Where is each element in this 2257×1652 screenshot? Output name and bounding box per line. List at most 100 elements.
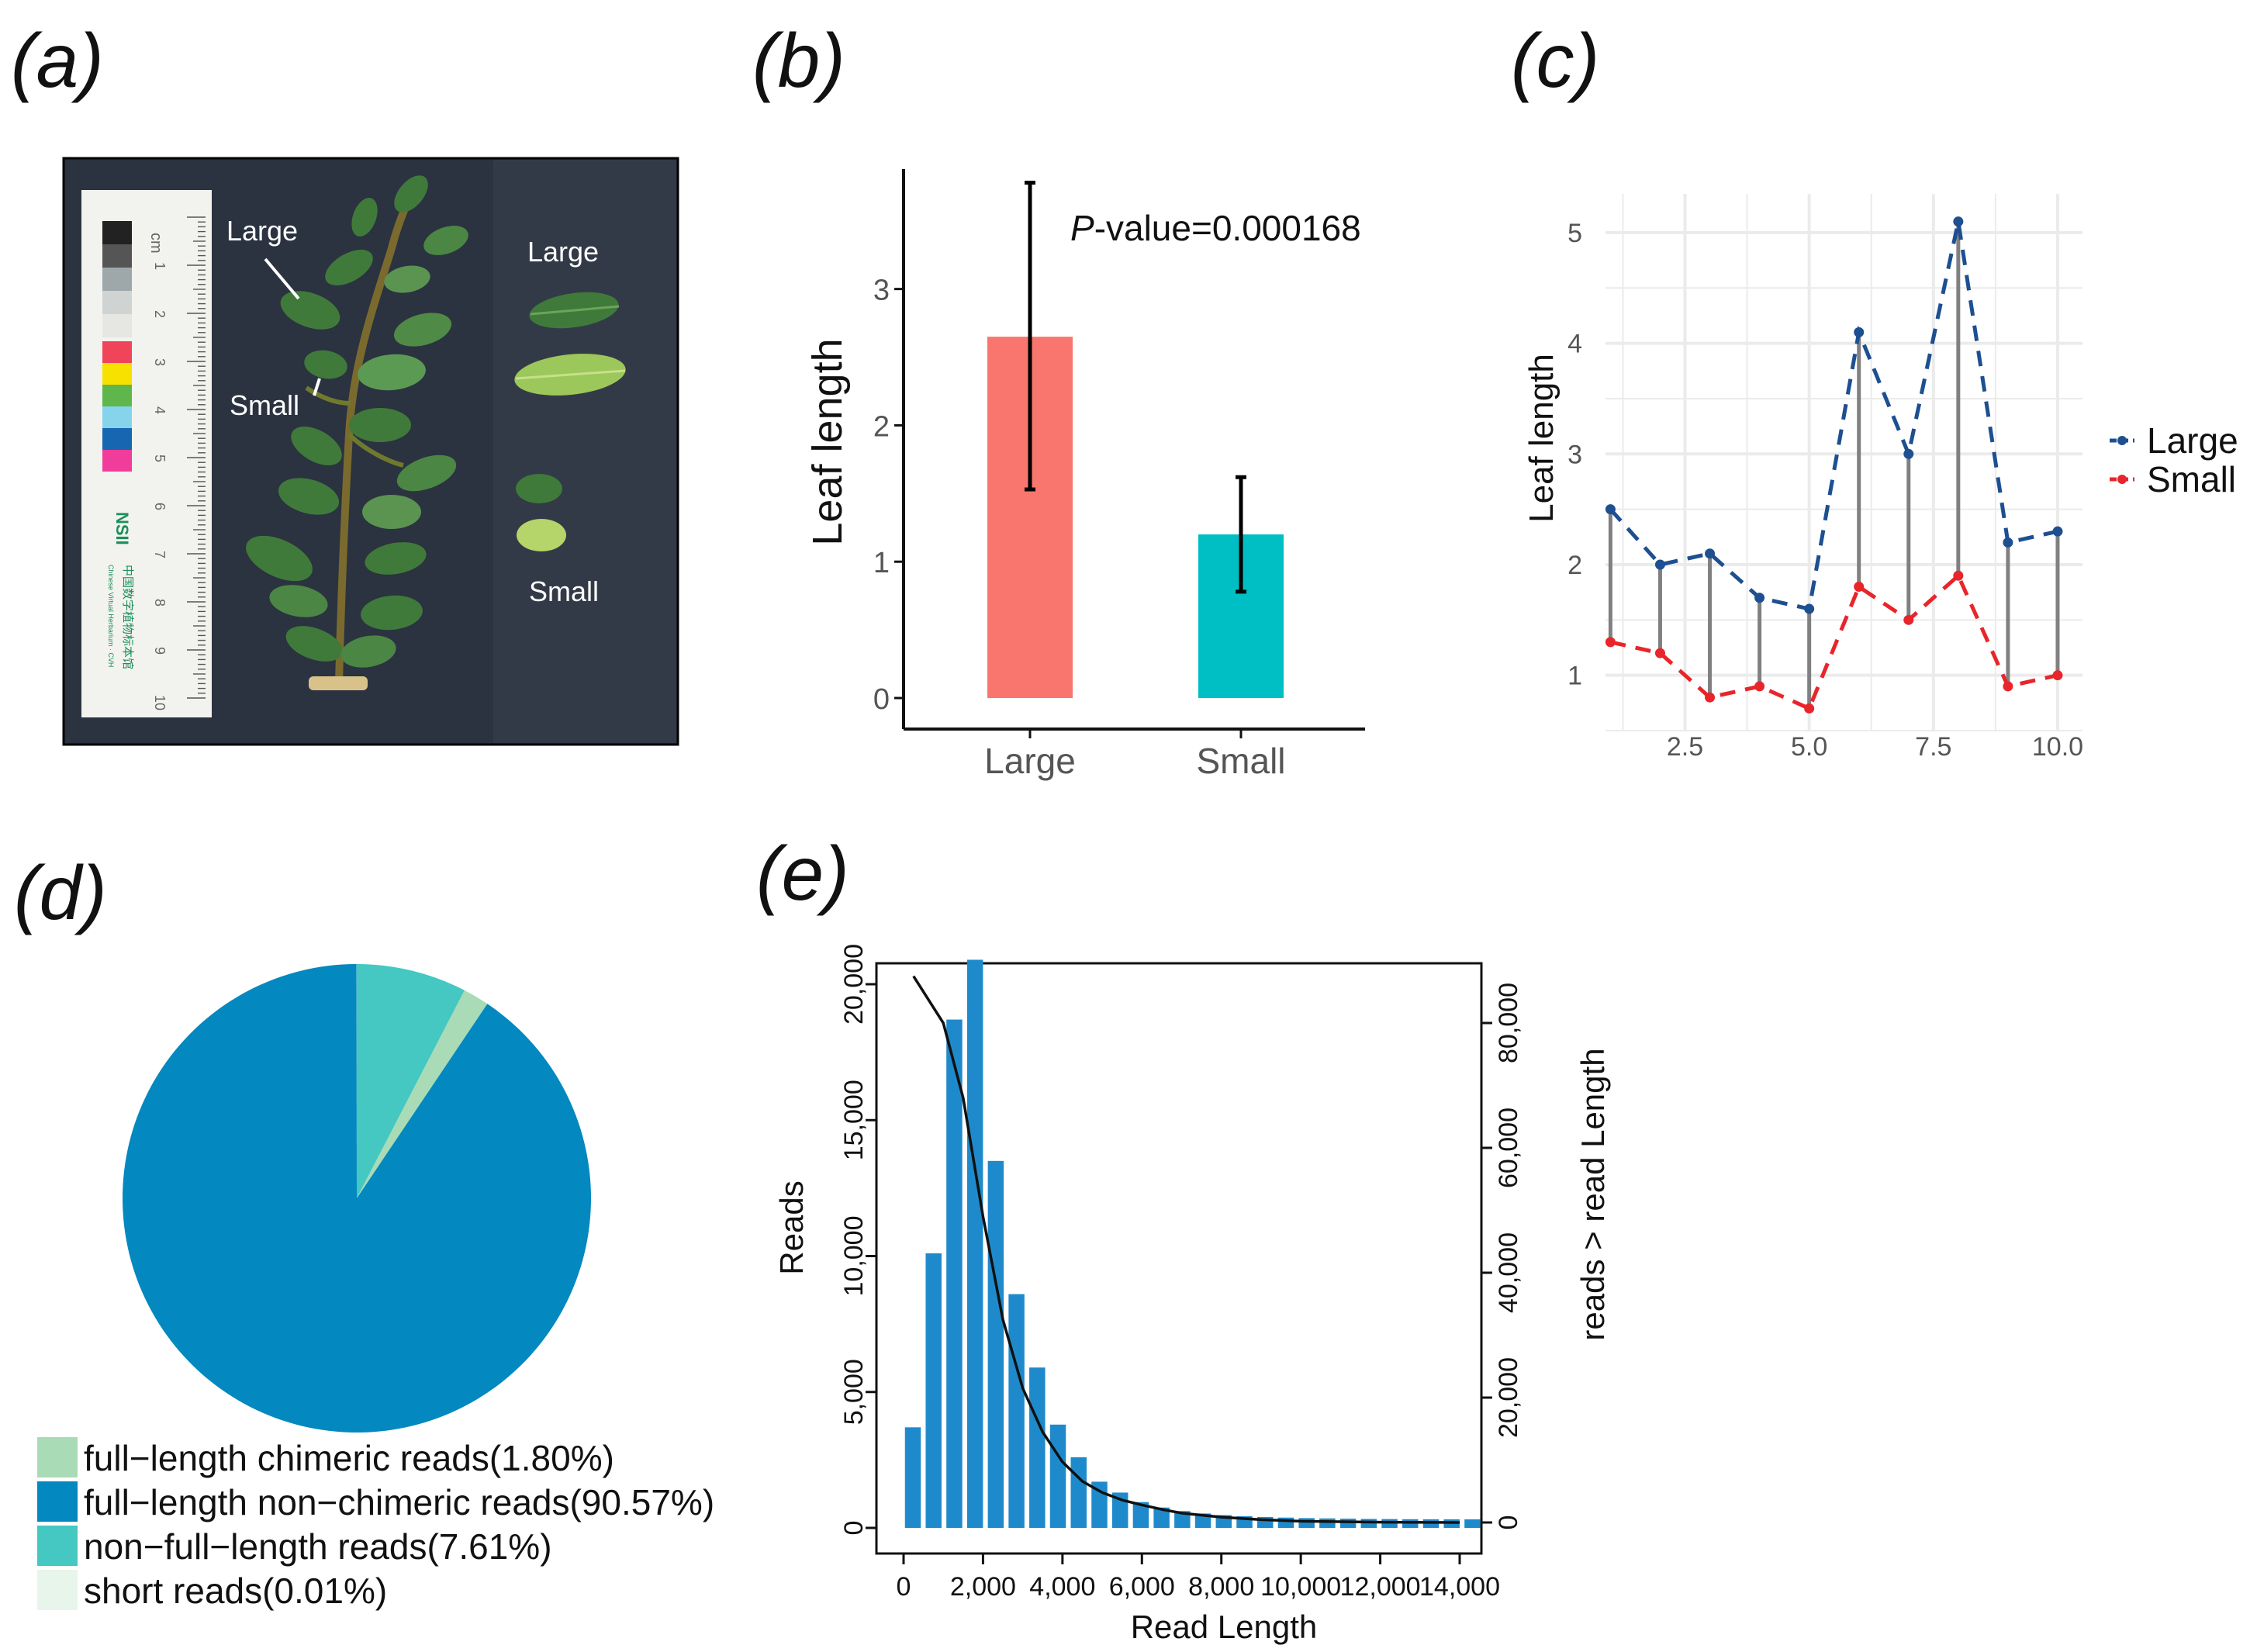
ruler-number: 2	[152, 310, 168, 318]
branch-leaf	[396, 454, 457, 492]
c-y-tick-label: 4	[1567, 330, 1582, 359]
c-point-small	[1854, 582, 1865, 593]
branch-leaf	[349, 408, 411, 442]
e-y-tick-label: 20,000	[839, 944, 869, 1025]
e-y2-axis-title: reads > read Length	[1574, 1048, 1611, 1340]
d-legend-label: full−length non−chimeric reads(90.57%)	[84, 1482, 714, 1522]
c-point-small	[1754, 681, 1765, 692]
branch-leaf	[269, 585, 328, 617]
b-y-axis-title: Leaf length	[804, 338, 851, 545]
c-x-tick-label: 2.5	[1667, 732, 1703, 762]
c-y-axis-title: Leaf length	[1523, 354, 1561, 523]
e-x-tick-label: 2,000	[950, 1572, 1016, 1602]
c-point-small	[1654, 648, 1665, 658]
e-y-axis-title: Reads	[773, 1180, 810, 1274]
c-legend-dot	[2117, 436, 2127, 445]
c-legend-label-large: Large	[2147, 420, 2238, 461]
b-y-tick-label: 0	[873, 683, 890, 716]
d-legend-label: short reads(0.01%)	[84, 1571, 387, 1611]
e-histogram-bar	[1319, 1518, 1336, 1528]
photo-label-large-branch: Large	[226, 215, 298, 247]
e-x-tick-label: 6,000	[1109, 1572, 1175, 1602]
ruler-body	[81, 190, 212, 717]
branch-leaf	[361, 595, 423, 631]
c-point-small	[1804, 703, 1815, 714]
bar-chart-leaf-length: 0 1 2 3 Large Small Leaf length P-value=0.00016…	[804, 169, 1365, 781]
e-y-tick-label: 5,000	[839, 1359, 869, 1425]
branch-leaf	[365, 542, 427, 575]
c-x-tick-label: 10.0	[2032, 732, 2083, 762]
c-point-large	[1804, 603, 1815, 614]
photo-label-large-detached: Large	[527, 236, 599, 268]
e-histogram-bar	[925, 1253, 942, 1528]
e-x-axis-title: Read Length	[1131, 1609, 1318, 1645]
e-histogram-bar	[1298, 1518, 1315, 1528]
branch-leaf	[325, 249, 373, 286]
e-y2-tick-label: 20,000	[1494, 1357, 1523, 1438]
e-y-tick-label: 10,000	[839, 1216, 869, 1297]
e-x-tick-label: 4,000	[1029, 1572, 1095, 1602]
branch-leaf	[280, 291, 340, 330]
d-legend-swatch	[37, 1526, 78, 1566]
panel-label-e: (e)	[756, 831, 849, 916]
pie-chart-read-types: full−length chimeric reads(1.80%)full−le…	[37, 964, 714, 1611]
ruler: cm NSII 中国数字植物标本馆 Chinese Virtual Herbar…	[81, 190, 212, 717]
ruler-text: 中国数字植物标本馆	[121, 565, 134, 669]
c-point-large	[1705, 548, 1716, 559]
c-point-large	[1605, 504, 1616, 515]
e-histogram-bar	[1194, 1513, 1211, 1528]
b-p-value: P-value=0.000168	[1070, 208, 1361, 248]
e-cumulative-curve	[912, 975, 1460, 1524]
read-length-histogram: 0 2,000 4,000 6,000 8,000 10,00012,00014,0000…	[773, 944, 1611, 1645]
ruler-number: 4	[152, 406, 168, 414]
e-y2-tick-label: 40,000	[1494, 1232, 1523, 1313]
ruler-ticks	[187, 216, 206, 699]
e-histogram-bar	[1070, 1457, 1087, 1528]
c-y-tick-label: 5	[1567, 219, 1582, 248]
e-x-tick-label: 8,000	[1188, 1572, 1254, 1602]
branch-leaf	[285, 626, 343, 662]
c-y-tick-label: 2	[1567, 551, 1582, 580]
d-pie-slice-1	[357, 990, 488, 1198]
e-y2-tick-label: 60,000	[1494, 1108, 1523, 1188]
e-histogram-bar	[1029, 1367, 1046, 1528]
c-x-tick-label: 5.0	[1791, 732, 1827, 762]
c-point-small	[1953, 570, 1964, 581]
d-legend-swatch	[37, 1570, 78, 1610]
c-series-line-small	[1609, 572, 2058, 711]
c-legend-dot	[2117, 475, 2127, 484]
e-x-tick-label: 0	[897, 1572, 911, 1602]
ruler-number: 5	[152, 454, 168, 462]
c-point-large	[1854, 327, 1865, 337]
branch	[246, 175, 468, 690]
c-point-large	[2003, 537, 2013, 548]
c-x-tick-label: 7.5	[1915, 732, 1951, 762]
ruler-subtext: Chinese Virtual Herbarium · CVH	[107, 565, 115, 667]
c-point-large	[1654, 559, 1665, 570]
d-legend-swatch	[37, 1437, 78, 1477]
e-plot-frame	[875, 962, 1483, 1555]
e-histogram-bar	[1339, 1519, 1357, 1528]
c-point-small	[2052, 670, 2063, 681]
ruler-number: 3	[152, 358, 168, 366]
ruler-logo: NSII	[112, 512, 132, 545]
branch-leaf	[340, 635, 396, 668]
ruler-number: 9	[152, 647, 168, 655]
e-y-tick-label: 0	[839, 1521, 869, 1536]
d-pie-slice-2	[122, 964, 591, 1433]
e-histogram-bar	[987, 1160, 1004, 1528]
c-point-small	[2003, 681, 2013, 692]
detached-leaves	[514, 292, 626, 551]
b-x-tick-label: Small	[1196, 741, 1285, 781]
branch-leaf	[278, 478, 340, 515]
ruler-number: 6	[152, 503, 168, 510]
c-y-tick-label: 1	[1567, 662, 1582, 691]
d-legend-swatch	[37, 1481, 78, 1522]
ruler-number: 8	[152, 599, 168, 607]
e-histogram-bar	[966, 959, 983, 1528]
panel-label-d: (d)	[14, 850, 107, 935]
ruler-number: 10	[152, 695, 168, 710]
panel-label-b: (b)	[752, 18, 845, 103]
